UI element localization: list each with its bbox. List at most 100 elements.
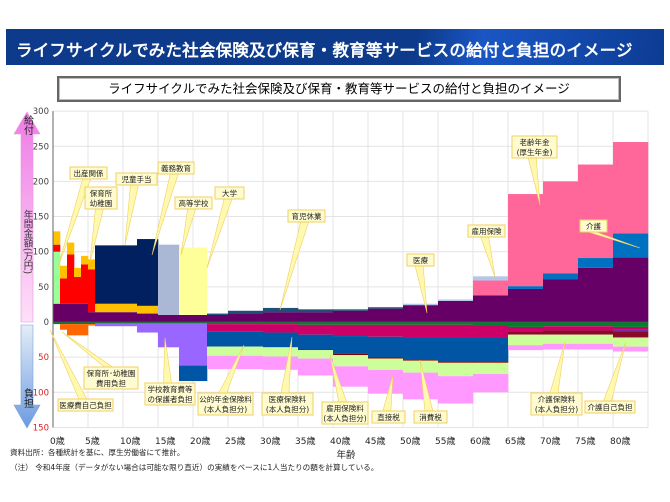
burden-1-segment bbox=[67, 324, 75, 336]
callout-box bbox=[157, 161, 195, 175]
x-tick-label: 5歳 bbox=[85, 435, 100, 447]
burden-9-segment bbox=[438, 376, 474, 404]
burden-2-segment bbox=[158, 323, 180, 348]
benefit-9-segment bbox=[508, 194, 544, 287]
benefit-0-segment bbox=[613, 257, 649, 322]
callout-label: 消費税 bbox=[419, 412, 442, 422]
benefit-7-segment bbox=[333, 309, 369, 311]
benefit-0-segment bbox=[179, 314, 208, 322]
benefit-9-segment bbox=[473, 280, 509, 296]
callout-label: (厚生年金) bbox=[517, 147, 553, 157]
benefit-4-segment bbox=[137, 239, 159, 306]
benefit-10-segment bbox=[473, 276, 509, 281]
benefit-7-segment bbox=[298, 309, 334, 313]
benefit-2-segment bbox=[88, 269, 96, 313]
y-axis-label: 年間金額(万円) bbox=[22, 209, 34, 274]
benefit-2-segment bbox=[74, 277, 82, 304]
benefit-7-segment bbox=[263, 307, 299, 313]
callout: 公的年金保険料(本人負担分) bbox=[197, 344, 254, 416]
callout-box bbox=[69, 166, 108, 180]
burden-1-segment bbox=[74, 324, 82, 336]
callout-label: (本人負担分) bbox=[535, 404, 578, 414]
source-note: 資料出所：各種統計を基に、厚生労働省にて推計。 bbox=[10, 448, 185, 457]
benefit-3-segment bbox=[60, 265, 68, 279]
burden-0-segment bbox=[228, 322, 264, 325]
callout-label: の保護者負担 bbox=[148, 394, 193, 404]
burden-0-segment bbox=[403, 322, 439, 325]
callout-pointer bbox=[124, 184, 139, 246]
benefit-2-segment bbox=[67, 254, 75, 304]
callout-label: 保育所 bbox=[90, 188, 113, 198]
burden-0-segment bbox=[473, 322, 509, 326]
benefit-0-segment bbox=[158, 314, 180, 322]
callout-label: 雇用保険料 bbox=[326, 403, 364, 413]
burden-9-segment bbox=[368, 369, 404, 394]
callout-box bbox=[84, 186, 118, 210]
callout-box bbox=[287, 209, 326, 223]
burden-2-segment bbox=[95, 323, 138, 327]
burden-9-segment bbox=[207, 355, 229, 370]
benefit-0-segment bbox=[473, 295, 509, 322]
benefit-0-segment bbox=[88, 312, 96, 322]
benefit-0-segment bbox=[60, 303, 68, 322]
callout-label: 介護自己負担 bbox=[588, 402, 633, 412]
burden-5-segment bbox=[228, 331, 264, 347]
burden-7-segment bbox=[508, 331, 544, 335]
x-tick-label: 50歳 bbox=[400, 435, 420, 447]
x-tick-label: 45歳 bbox=[365, 435, 385, 447]
callout-label: 大学 bbox=[222, 188, 237, 198]
callout-label: 幼稚園 bbox=[90, 198, 113, 208]
callout-box bbox=[579, 219, 608, 233]
burden-3-segment bbox=[613, 326, 649, 330]
burden-0-segment bbox=[508, 322, 544, 327]
y-tick-label: 100 bbox=[33, 248, 49, 258]
callout-box bbox=[371, 410, 406, 424]
callout-label: 児童手当 bbox=[122, 174, 152, 184]
benefit-arrow-icon bbox=[13, 111, 41, 323]
x-tick-label: 60歳 bbox=[470, 435, 490, 447]
burden-1-segment bbox=[60, 324, 68, 330]
benefit-0-segment bbox=[578, 267, 614, 322]
benefit-8-segment bbox=[508, 286, 544, 289]
callout-label: 公的年金保険料 bbox=[199, 394, 252, 404]
burden-5-segment bbox=[207, 331, 229, 347]
burden-0-segment bbox=[95, 322, 138, 324]
benefit-0-segment bbox=[403, 305, 439, 322]
x-tick-label: 55歳 bbox=[435, 435, 455, 447]
benefit-0-segment bbox=[74, 303, 82, 322]
burden-8-segment bbox=[368, 358, 404, 370]
benefit-0-segment bbox=[508, 288, 544, 322]
benefit-0-segment bbox=[207, 314, 229, 322]
burden-3-segment bbox=[403, 324, 439, 338]
benefit-3-segment bbox=[53, 231, 61, 245]
callout-pointer bbox=[151, 173, 179, 256]
callout-label: (本人負担分) bbox=[266, 404, 309, 414]
callout-label: (本人負担分) bbox=[204, 404, 247, 414]
y-tick-label: 150 bbox=[33, 423, 49, 433]
burden-0-segment bbox=[613, 322, 649, 327]
burden-0-segment bbox=[438, 322, 474, 325]
callout-box bbox=[467, 224, 506, 238]
burden-8-segment bbox=[613, 337, 649, 347]
callout-box bbox=[57, 398, 114, 412]
burden-0-segment bbox=[81, 322, 89, 325]
burden-0-segment bbox=[543, 322, 579, 327]
callout-label: 義務教育 bbox=[161, 163, 191, 173]
benefit-label: 給付 bbox=[22, 114, 34, 136]
x-axis-label: 年齢 bbox=[336, 449, 356, 461]
y-tick-label: 50 bbox=[38, 353, 49, 363]
benefit-0-segment bbox=[137, 313, 159, 322]
callout-pointer bbox=[549, 341, 566, 394]
callout-box bbox=[530, 392, 583, 416]
burden-0-segment bbox=[67, 322, 75, 325]
chart-title: ライフサイクルでみた社会保険及び保育・教育等サービスの給付と負担のイメージ bbox=[108, 81, 570, 96]
burden-8-segment bbox=[263, 347, 299, 357]
callout-box bbox=[197, 392, 254, 416]
x-tick-label: 35歳 bbox=[295, 435, 315, 447]
callout-box bbox=[174, 196, 213, 210]
benefit-3-segment bbox=[74, 267, 82, 278]
callout-label: 保育所･幼稚園 bbox=[87, 368, 136, 378]
benefit-8-segment bbox=[578, 258, 614, 268]
callout: 育児休業 bbox=[279, 209, 326, 311]
